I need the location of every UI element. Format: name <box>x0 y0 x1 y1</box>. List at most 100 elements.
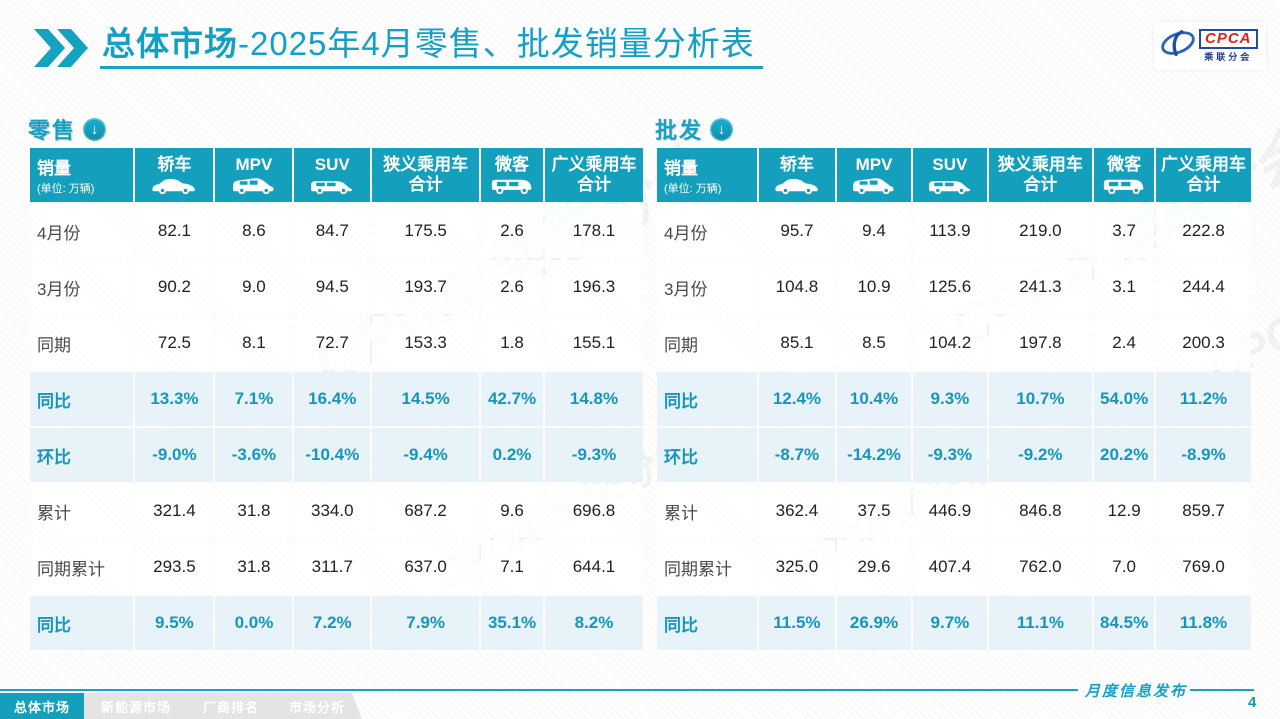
column-label: 轿车 <box>779 154 814 174</box>
sedan-icon <box>759 176 835 195</box>
column-header-cell: 轿车 <box>759 148 835 202</box>
data-cell: 14.8% <box>544 372 643 426</box>
column-header-cell: 广义乘用车 合计 <box>1156 148 1251 202</box>
row-label: 累计 <box>30 484 134 538</box>
wholesale-table: 销量 (单位: 万辆) 轿车 MPV SUV 狭义乘用车 合计 微客 广义乘用车 合计 4月份 95.… <box>655 146 1253 652</box>
column-label: 狭义乘用车 <box>383 155 469 175</box>
footer-tab-总体市场[interactable]: 总体市场 <box>0 693 84 719</box>
cpca-swoosh-icon <box>1160 26 1196 67</box>
sedan-icon <box>135 176 213 195</box>
table-header-row: 销量 (单位: 万辆) 轿车 MPV SUV 狭义乘用车 合计 微客 广义乘用车 合计 <box>657 148 1251 202</box>
data-cell: -9.3% <box>913 428 987 482</box>
retail-section-header: 零售 ↓ <box>28 114 645 144</box>
circle-down-arrow-icon: ↓ <box>83 117 107 141</box>
row-label: 同比 <box>657 596 758 650</box>
data-cell: 82.1 <box>135 204 214 258</box>
data-cell: 20.2% <box>1094 428 1155 482</box>
data-cell: 13.3% <box>135 372 214 426</box>
table-row: 4月份 95.7 9.4 113.9 219.0 3.7 222.8 <box>657 204 1251 258</box>
row-label: 4月份 <box>657 204 758 258</box>
data-cell: 311.7 <box>294 540 371 594</box>
unit-label: 销量 <box>664 159 698 178</box>
row-label: 同期累计 <box>30 540 134 594</box>
data-cell: 362.4 <box>759 484 835 538</box>
data-cell: 7.1% <box>215 372 293 426</box>
row-label: 4月份 <box>30 204 134 258</box>
data-cell: 446.9 <box>913 484 987 538</box>
data-cell: 2.6 <box>481 204 543 258</box>
data-cell: 10.4% <box>836 372 912 426</box>
data-cell: 846.8 <box>988 484 1093 538</box>
row-label: 环比 <box>657 428 758 482</box>
footer-tab-厂商排名[interactable]: 厂商排名 <box>202 699 259 715</box>
unit-sublabel: (单位: 万辆) <box>664 183 722 195</box>
column-header-cell: MPV <box>836 148 912 202</box>
data-cell: 2.4 <box>1094 316 1155 370</box>
column-label: 广义乘用车 <box>1161 155 1247 175</box>
data-cell: 10.9 <box>836 260 912 314</box>
table-header-row: 销量 (单位: 万辆) 轿车 MPV SUV 狭义乘用车 合计 微客 广义乘用车 合计 <box>30 148 643 202</box>
data-cell: 3.1 <box>1094 260 1155 314</box>
column-label: 广义乘用车 <box>551 155 637 175</box>
data-cell: 197.8 <box>988 316 1093 370</box>
data-cell: 9.5% <box>135 596 214 650</box>
column-label: 微客 <box>1107 154 1142 174</box>
data-cell: 193.7 <box>372 260 480 314</box>
table-row: 3月份 90.2 9.0 94.5 193.7 2.6 196.3 <box>30 260 643 314</box>
data-cell: 219.0 <box>988 204 1093 258</box>
unit-header-cell: 销量 (单位: 万辆) <box>30 148 134 202</box>
table-row: 同比 11.5% 26.9% 9.7% 11.1% 84.5% 11.8% <box>657 596 1251 650</box>
data-cell: 9.7% <box>913 596 987 650</box>
data-cell: 31.8 <box>215 484 293 538</box>
table-row: 同期 85.1 8.5 104.2 197.8 2.4 200.3 <box>657 316 1251 370</box>
column-header-cell: MPV <box>215 148 293 202</box>
data-cell: -8.9% <box>1156 428 1251 482</box>
data-cell: 175.5 <box>372 204 480 258</box>
row-label: 同期 <box>30 316 134 370</box>
data-cell: 155.1 <box>544 316 643 370</box>
circle-down-arrow-icon: ↓ <box>710 117 734 141</box>
data-cell: -9.4% <box>372 428 480 482</box>
row-label: 累计 <box>657 484 758 538</box>
wholesale-section-header: 批发 ↓ <box>655 114 1253 144</box>
data-cell: 8.5 <box>836 316 912 370</box>
page-title-rest: -2025年4月零售、批发销量分析表 <box>238 25 755 62</box>
data-cell: 104.8 <box>759 260 835 314</box>
data-cell: 153.3 <box>372 316 480 370</box>
data-cell: 8.6 <box>215 204 293 258</box>
row-label: 同比 <box>30 372 134 426</box>
wholesale-section-title: 批发 <box>655 118 704 143</box>
data-cell: 42.7% <box>481 372 543 426</box>
row-label: 同期累计 <box>657 540 758 594</box>
data-cell: 9.3% <box>913 372 987 426</box>
table-row: 累计 362.4 37.5 446.9 846.8 12.9 859.7 <box>657 484 1251 538</box>
page-number: 4 <box>1248 694 1257 711</box>
data-cell: 14.5% <box>372 372 480 426</box>
mpv-icon <box>837 176 911 195</box>
data-cell: 637.0 <box>372 540 480 594</box>
page-title-highlight: 总体市场 <box>102 25 238 62</box>
data-cell: 696.8 <box>544 484 643 538</box>
data-cell: 104.2 <box>913 316 987 370</box>
title-chevron-icon <box>34 29 88 67</box>
data-cell: 84.7 <box>294 204 371 258</box>
data-cell: 3.7 <box>1094 204 1155 258</box>
data-cell: 16.4% <box>294 372 371 426</box>
data-cell: 31.8 <box>215 540 293 594</box>
column-header-cell: 轿车 <box>135 148 214 202</box>
data-cell: 178.1 <box>544 204 643 258</box>
data-cell: 762.0 <box>988 540 1093 594</box>
data-cell: -8.7% <box>759 428 835 482</box>
data-cell: 0.0% <box>215 596 293 650</box>
data-cell: -9.3% <box>544 428 643 482</box>
data-cell: 2.6 <box>481 260 543 314</box>
data-cell: 7.1 <box>481 540 543 594</box>
data-cell: -3.6% <box>215 428 293 482</box>
data-cell: 11.5% <box>759 596 835 650</box>
footer-tab-市场分析[interactable]: 市场分析 <box>288 699 345 715</box>
table-row: 环比 -9.0% -3.6% -10.4% -9.4% 0.2% -9.3% <box>30 428 643 482</box>
data-cell: 334.0 <box>294 484 371 538</box>
data-cell: 321.4 <box>135 484 214 538</box>
footer-tab-新能源市场[interactable]: 新能源市场 <box>100 699 171 715</box>
column-header-cell: 狭义乘用车 合计 <box>372 148 480 202</box>
